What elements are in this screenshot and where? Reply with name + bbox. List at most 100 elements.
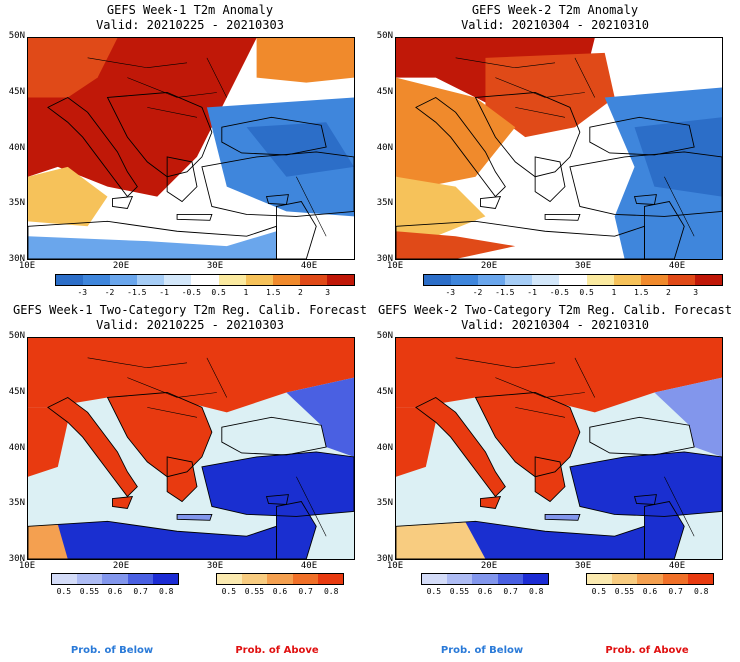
coastline (166, 156, 198, 203)
coastline (589, 416, 695, 456)
coastline (47, 396, 138, 498)
panel-2-title: GEFS Week-2 T2m Anomaly Valid: 20210304 … (370, 3, 740, 33)
colorbar-tick-label: 0.5 (221, 587, 237, 596)
map-week2-anomaly (395, 37, 723, 260)
lat-label: 30N (376, 254, 393, 264)
colorbar-swatch (127, 574, 153, 584)
country-border (147, 107, 198, 118)
country-border (206, 57, 228, 98)
lat-label: 50N (8, 31, 25, 41)
lat-label: 35N (8, 498, 25, 509)
colorbar-tick-label: 1 (243, 288, 249, 297)
country-border (127, 77, 217, 98)
colorbar-tick-label: -3 (77, 288, 88, 297)
country-border (574, 357, 596, 398)
colorbar-swatch (447, 574, 473, 584)
land-above-region (107, 392, 212, 477)
coastline (112, 496, 134, 509)
lat-label: 45N (376, 386, 393, 397)
anomaly-contour-fill (256, 38, 354, 83)
land-above-region (396, 522, 486, 559)
lat-label: 40N (8, 442, 25, 453)
lon-label: 30E (206, 261, 224, 271)
colorbar-swatch (326, 275, 355, 285)
coastline (474, 92, 581, 178)
land-above-region (396, 338, 722, 413)
country-border (296, 176, 327, 237)
prob-above-label-week1: Prob. of Above (235, 645, 319, 656)
coastline (544, 213, 581, 221)
coastline (415, 96, 506, 198)
coastline (106, 92, 213, 178)
prob-above-colorbar-week1 (216, 573, 344, 585)
colorbar-swatch (191, 275, 219, 285)
country-border (455, 57, 556, 69)
prob-below-label-week1: Prob. of Below (70, 645, 154, 656)
lon-label: 40E (300, 561, 318, 571)
land-below-region (28, 521, 277, 559)
coastline (176, 513, 213, 521)
colorbar-tick-label: -1 (527, 288, 537, 297)
lat-label: 50N (376, 331, 393, 341)
colorbar-tick-label: 0.8 (528, 587, 544, 596)
colorbar-swatch (497, 574, 523, 584)
anomaly-colorbar-week1 (55, 274, 355, 286)
colorbar-swatch (292, 574, 318, 584)
country-border (296, 476, 327, 537)
colorbar-swatch (532, 275, 560, 285)
colorbar-swatch (83, 275, 111, 285)
coastline (106, 392, 213, 478)
colorbar-swatch (317, 574, 344, 584)
country-border (515, 407, 566, 418)
prob-below-label-week2: Prob. of Below (440, 645, 524, 656)
colorbar-swatch (451, 275, 479, 285)
map-week1-probability (27, 337, 355, 560)
panel-1-title-text: GEFS Week-1 T2m Anomaly (106, 3, 274, 17)
panel-1-valid-text: Valid: 20210225 - 20210303 (96, 18, 284, 32)
prob-below-colorbar-week1 (51, 573, 179, 585)
colorbar-tick-label: 0.55 (244, 587, 265, 596)
land-below-region (201, 451, 354, 517)
panel-3-valid-text: Valid: 20210225 - 20210303 (96, 318, 284, 332)
lat-label: 45N (8, 86, 25, 97)
lat-label: 50N (8, 331, 25, 341)
colorbar-swatch (152, 574, 179, 584)
colorbar-tick-label: -1 (159, 288, 169, 297)
lon-label: 10E (18, 561, 36, 571)
coastline (569, 451, 722, 517)
colorbar-tick-label: -2 (104, 288, 115, 297)
coastline (166, 456, 198, 503)
lat-label: 45N (376, 86, 393, 97)
coastline (265, 194, 289, 205)
colorbar-tick-label: 0.6 (272, 587, 288, 596)
colorbar-tick-label: 0.8 (323, 587, 339, 596)
panel-4-title-text: GEFS Week-2 Two-Category T2m Reg. Calib.… (377, 303, 732, 317)
coastline (633, 194, 657, 205)
coastline (644, 201, 685, 259)
country-border (574, 57, 596, 98)
map-week1-anomaly (27, 37, 355, 260)
land-above-region (28, 338, 354, 413)
colorbar-tick-label: 2 (298, 288, 303, 297)
lat-label: 40N (376, 142, 393, 153)
colorbar-swatch (522, 574, 549, 584)
coastline (569, 151, 722, 217)
lat-label: 45N (8, 386, 25, 397)
coastline (276, 201, 317, 259)
colorbar-tick-label: -2 (472, 288, 483, 297)
land-above-region (28, 407, 68, 477)
colorbar-tick-label: 2 (666, 288, 671, 297)
colorbar-tick-label: 0.8 (158, 587, 174, 596)
colorbar-swatch (272, 275, 300, 285)
lon-label: 40E (300, 261, 318, 271)
coastline (415, 396, 506, 498)
colorbar-swatch (613, 275, 641, 285)
coastline (276, 501, 317, 559)
lon-label: 30E (574, 561, 592, 571)
coastline (221, 116, 327, 156)
anomaly-colorbar-week2 (423, 274, 723, 286)
colorbar-tick-label: 3 (693, 288, 699, 297)
colorbar-tick-label: -1.5 (495, 288, 515, 297)
lon-label: 20E (112, 261, 130, 271)
country-border (147, 407, 198, 418)
